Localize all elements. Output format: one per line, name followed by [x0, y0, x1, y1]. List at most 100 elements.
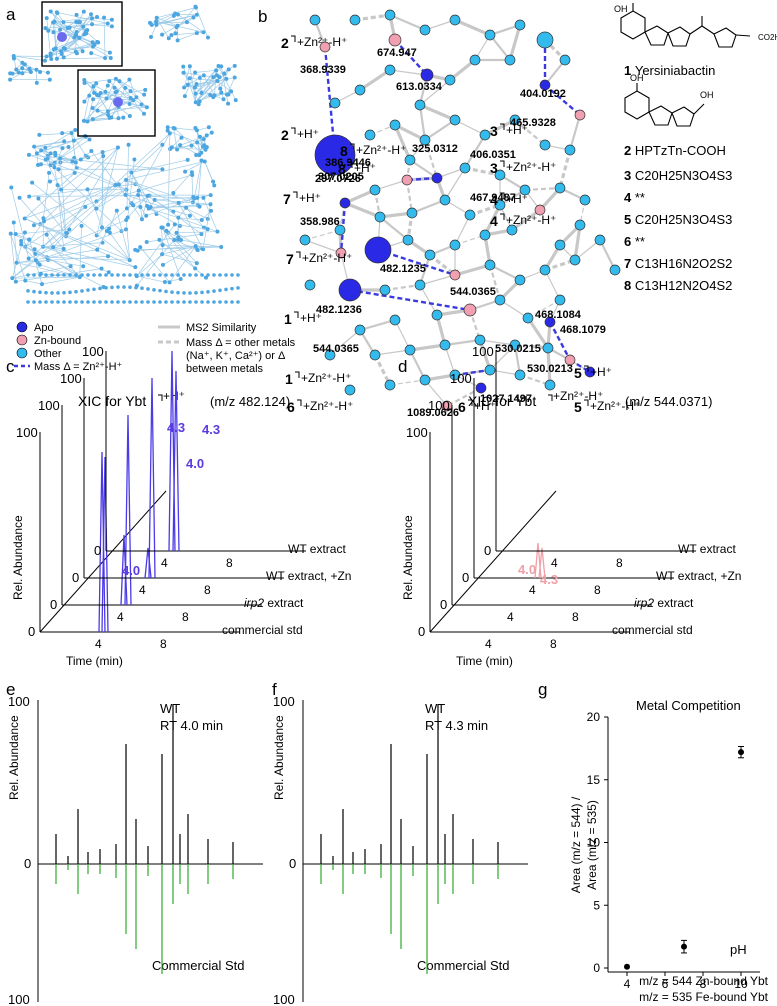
panel-c-letter: c — [6, 357, 15, 376]
net-a-node — [197, 153, 202, 158]
xic-y0: 0 — [418, 624, 425, 639]
net-a-node — [158, 273, 162, 277]
net-a-node — [197, 134, 202, 139]
net-a-node — [61, 46, 66, 51]
net-a-node — [229, 89, 234, 94]
network-node — [374, 211, 386, 223]
net-a-node — [28, 69, 33, 74]
xic-trace-label: WT extract — [678, 542, 736, 556]
net-a-node — [201, 73, 206, 78]
net-a-node — [166, 36, 171, 41]
tag-number: 4 — [490, 192, 498, 208]
chart-xtick: 10 — [734, 977, 748, 991]
legend-zn: Zn-bound — [34, 335, 81, 347]
net-a-node — [192, 85, 197, 90]
net-a-node — [112, 85, 117, 90]
tag-adduct: +H⁺ — [354, 161, 376, 175]
net-a-node — [116, 300, 120, 304]
net-a-node — [23, 278, 28, 283]
net-a-node — [160, 142, 165, 147]
network-node — [559, 54, 571, 66]
compound-entry: 1 Yersiniabactin — [624, 63, 715, 78]
net-a-node — [109, 17, 114, 22]
net-a-node — [232, 75, 237, 80]
net-a-node — [230, 273, 234, 277]
tag-number: 1 — [284, 311, 292, 327]
network-node — [304, 279, 316, 291]
net-a-node — [176, 200, 181, 205]
net-a-node — [176, 235, 181, 240]
network-node — [564, 354, 576, 366]
network-node — [536, 31, 554, 49]
net-a-node — [11, 56, 16, 61]
net-a-node — [48, 151, 53, 156]
net-a-node — [197, 99, 202, 104]
net-a-node — [218, 300, 222, 304]
ms-label2: RT 4.0 min — [160, 718, 223, 733]
net-a-node — [32, 247, 37, 252]
net-a-node — [42, 58, 47, 63]
xic-mz: (m/z 544.0371) — [625, 394, 712, 409]
panel-d-letter: d — [398, 357, 407, 376]
network-node — [544, 316, 556, 328]
network-node — [554, 294, 566, 306]
net-a-node — [122, 285, 126, 289]
legend-mass-other-1: Mass Δ = other metals — [186, 337, 296, 349]
network-node — [354, 84, 366, 96]
net-a-node — [62, 300, 66, 304]
net-a-node — [26, 152, 31, 157]
svg-text:OH: OH — [630, 73, 644, 83]
net-a-node — [95, 14, 100, 19]
network-node — [449, 269, 461, 281]
net-a-node — [105, 109, 110, 114]
tag-adduct: +Zn²⁺-H⁺ — [302, 251, 352, 265]
net-a-node — [211, 179, 216, 184]
tag-number: 1 — [285, 371, 293, 387]
xic-peak — [148, 377, 156, 579]
net-a-node — [27, 194, 32, 199]
net-a-node — [90, 106, 95, 111]
net-a-node — [65, 26, 70, 31]
net-a-node — [107, 115, 112, 120]
network-node — [554, 182, 566, 194]
net-a-node — [215, 229, 220, 234]
network-node — [509, 114, 521, 126]
xic-ylabel: Rel. Abundance — [11, 515, 25, 600]
net-a-node — [194, 82, 199, 87]
net-a-node — [77, 35, 82, 40]
net-a-node — [100, 225, 105, 230]
net-a-node — [128, 89, 133, 94]
network-mass-label: 358.986 — [300, 216, 340, 228]
net-a-node — [219, 90, 224, 95]
net-a-node — [158, 300, 162, 304]
network-node — [389, 119, 401, 131]
net-a-node — [54, 56, 59, 61]
legend-mass-other-2: (Na⁺, K⁺, Ca²⁺) or Δ — [186, 350, 286, 362]
ms-y100: 100 — [8, 694, 30, 709]
net-a-node — [82, 78, 87, 83]
net-a-node — [212, 183, 217, 188]
net-a-node — [206, 300, 210, 304]
net-a-node — [10, 276, 15, 281]
net-a-node — [61, 246, 66, 251]
network-node — [444, 74, 456, 86]
network-node — [539, 79, 551, 91]
ms-label1: WT — [425, 701, 445, 716]
network-node — [509, 339, 521, 351]
network-node — [504, 54, 516, 66]
tag-number: 6 — [287, 399, 295, 415]
network-node — [388, 33, 402, 47]
net-a-node — [95, 247, 100, 252]
net-a-node — [38, 300, 42, 304]
net-a-node — [212, 300, 216, 304]
net-a-node — [201, 195, 206, 200]
legend-apo-swatch — [16, 321, 28, 333]
net-a-node — [154, 211, 159, 216]
xic-trace-label: WT extract — [288, 542, 346, 556]
network-node — [539, 139, 551, 151]
net-a-node — [233, 98, 238, 103]
svg-text:OH: OH — [700, 90, 714, 100]
network-node — [404, 154, 416, 166]
net-a-node — [195, 248, 200, 253]
net-a-node — [50, 291, 54, 295]
